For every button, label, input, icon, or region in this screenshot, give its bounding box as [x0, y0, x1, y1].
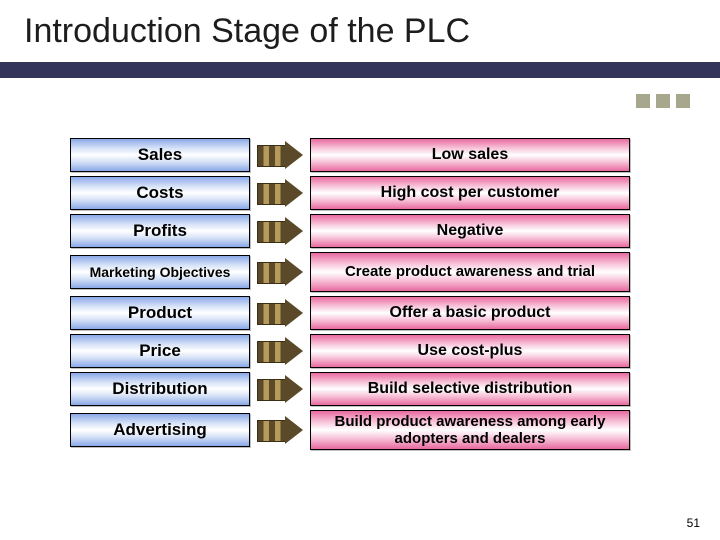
- value-box-advertising: Build product awareness among early adop…: [310, 410, 630, 450]
- arrow-icon: [257, 141, 303, 169]
- decor-square: [676, 94, 690, 108]
- arrow-icon: [257, 375, 303, 403]
- value-box-distribution: Build selective distribution: [310, 372, 630, 406]
- category-box-distribution: Distribution: [70, 372, 250, 406]
- table-row: Costs High cost per customer: [70, 176, 670, 210]
- arrow-icon: [257, 217, 303, 245]
- category-box-marketing-objectives: Marketing Objectives: [70, 255, 250, 289]
- table-row: Profits Negative: [70, 214, 670, 248]
- page-title: Introduction Stage of the PLC: [24, 12, 720, 51]
- title-area: Introduction Stage of the PLC: [0, 0, 720, 51]
- table-row: Product Offer a basic product: [70, 296, 670, 330]
- table-row: Sales Low sales: [70, 138, 670, 172]
- arrow-cell: [250, 255, 310, 289]
- arrow-cell: [250, 372, 310, 406]
- arrow-icon: [257, 337, 303, 365]
- category-box-advertising: Advertising: [70, 413, 250, 447]
- table-row: Advertising Build product awareness amon…: [70, 410, 670, 450]
- decor-square: [636, 94, 650, 108]
- arrow-icon: [257, 299, 303, 327]
- value-box-price: Use cost-plus: [310, 334, 630, 368]
- category-box-price: Price: [70, 334, 250, 368]
- table-row: Marketing Objectives Create product awar…: [70, 252, 670, 292]
- value-box-product: Offer a basic product: [310, 296, 630, 330]
- arrow-icon: [257, 258, 303, 286]
- title-underline: [0, 62, 720, 78]
- arrow-icon: [257, 416, 303, 444]
- value-box-costs: High cost per customer: [310, 176, 630, 210]
- arrow-cell: [250, 296, 310, 330]
- value-box-profits: Negative: [310, 214, 630, 248]
- value-box-marketing-objectives: Create product awareness and trial: [310, 252, 630, 292]
- category-box-product: Product: [70, 296, 250, 330]
- arrow-cell: [250, 176, 310, 210]
- content-table: Sales Low sales Costs High cost per cust…: [70, 138, 670, 454]
- category-box-sales: Sales: [70, 138, 250, 172]
- page-number: 51: [687, 516, 700, 530]
- arrow-cell: [250, 334, 310, 368]
- decor-square: [656, 94, 670, 108]
- category-box-profits: Profits: [70, 214, 250, 248]
- decor-squares: [636, 94, 690, 108]
- value-box-sales: Low sales: [310, 138, 630, 172]
- category-box-costs: Costs: [70, 176, 250, 210]
- arrow-cell: [250, 214, 310, 248]
- table-row: Distribution Build selective distributio…: [70, 372, 670, 406]
- arrow-icon: [257, 179, 303, 207]
- arrow-cell: [250, 413, 310, 447]
- arrow-cell: [250, 138, 310, 172]
- table-row: Price Use cost-plus: [70, 334, 670, 368]
